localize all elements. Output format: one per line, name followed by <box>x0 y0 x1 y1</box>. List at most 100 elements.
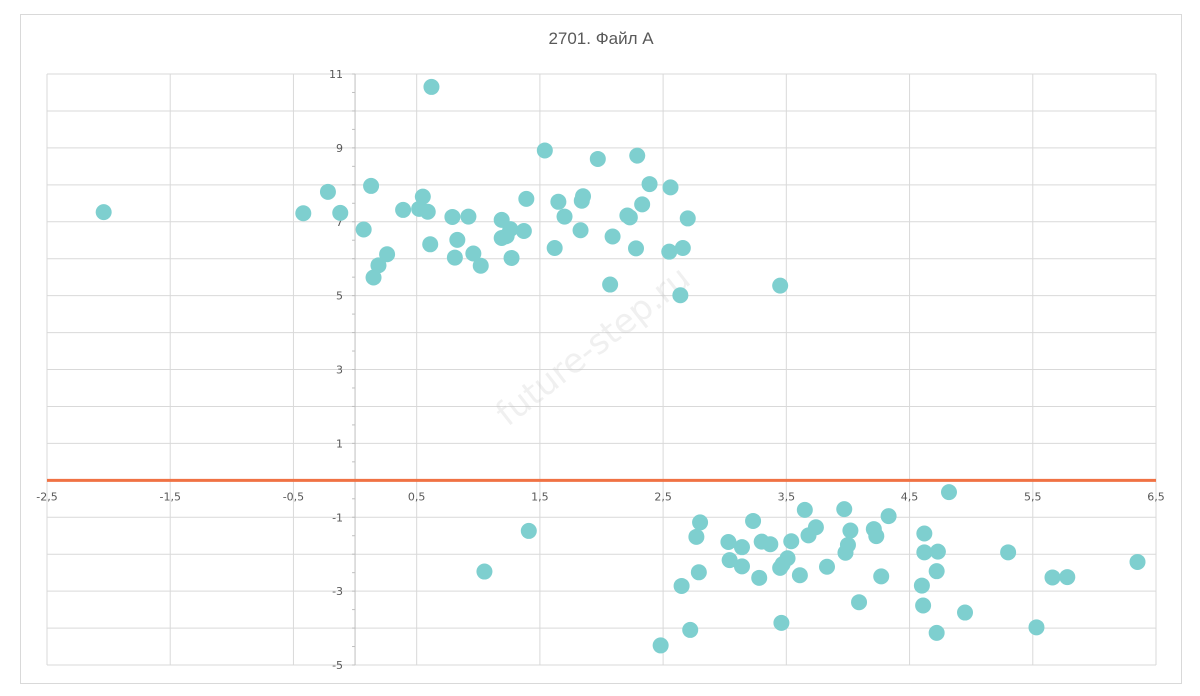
data-point <box>460 208 477 225</box>
data-point <box>679 210 696 227</box>
data-point <box>1059 569 1076 586</box>
data-point <box>836 501 853 518</box>
data-point <box>842 522 859 539</box>
data-point <box>95 204 112 221</box>
data-point <box>673 577 690 594</box>
chart-title: 2701. Файл А <box>548 29 654 48</box>
data-point <box>449 231 466 248</box>
data-point <box>800 527 817 544</box>
data-point <box>295 205 312 222</box>
data-point <box>692 514 709 531</box>
data-point <box>423 78 440 95</box>
x-tick-label: 4,5 <box>901 490 919 503</box>
x-tick-label: 2,5 <box>654 490 672 503</box>
data-point <box>363 177 380 194</box>
data-point <box>672 287 689 304</box>
data-point <box>572 222 589 239</box>
data-point <box>851 594 868 611</box>
data-point <box>762 536 779 553</box>
y-tick-label: -5 <box>332 659 343 672</box>
data-point <box>913 577 930 594</box>
data-point <box>550 193 567 210</box>
data-point <box>652 637 669 654</box>
data-point <box>634 196 651 213</box>
y-tick-label: 9 <box>336 142 343 155</box>
data-point <box>628 240 645 257</box>
data-point <box>629 147 646 164</box>
x-tick-label: 5,5 <box>1024 490 1042 503</box>
x-tick-label: 6,5 <box>1147 490 1165 503</box>
data-point <box>518 190 535 207</box>
data-point <box>751 569 768 586</box>
data-point <box>332 204 349 221</box>
data-point <box>837 544 854 561</box>
data-point <box>783 533 800 550</box>
data-point <box>536 142 553 159</box>
data-point <box>880 508 897 525</box>
data-point <box>868 528 885 545</box>
data-point <box>546 239 563 256</box>
data-point <box>472 257 489 274</box>
data-point <box>355 221 372 238</box>
data-point <box>682 621 699 638</box>
data-point <box>928 563 945 580</box>
data-point <box>928 624 945 641</box>
data-point <box>556 208 573 225</box>
data-point <box>690 564 707 581</box>
data-point <box>957 604 974 621</box>
x-tick-label: -0,5 <box>283 490 304 503</box>
data-point <box>916 525 933 542</box>
data-point <box>370 257 387 274</box>
data-point <box>916 544 933 561</box>
data-point <box>641 176 658 193</box>
data-point <box>791 567 808 584</box>
data-point <box>465 245 482 262</box>
data-point <box>520 522 537 539</box>
data-point <box>419 203 436 220</box>
data-point <box>379 246 396 263</box>
y-tick-label: 5 <box>336 290 343 303</box>
data-point <box>796 501 813 518</box>
y-tick-label: 11 <box>329 68 343 81</box>
y-tick-label: -3 <box>332 585 343 598</box>
data-point <box>476 563 493 580</box>
data-point <box>515 222 532 239</box>
y-tick-label: 1 <box>336 437 343 450</box>
data-point <box>414 188 431 205</box>
x-tick-label: -1,5 <box>159 490 180 503</box>
data-point <box>733 558 750 575</box>
data-point <box>721 552 738 569</box>
x-tick-label: 0,5 <box>408 490 426 503</box>
data-point <box>503 249 520 266</box>
data-point <box>602 276 619 293</box>
data-point <box>929 543 946 560</box>
data-point <box>772 277 789 294</box>
data-point <box>1000 544 1017 561</box>
chart-frame: 2701. Файл А <box>20 14 1182 684</box>
data-point <box>1044 569 1061 586</box>
data-point <box>444 208 461 225</box>
data-point <box>818 558 835 575</box>
data-point <box>1028 619 1045 636</box>
x-tick-label: 3,5 <box>778 490 796 503</box>
y-tick-label: 7 <box>336 216 343 229</box>
data-point <box>502 221 519 238</box>
data-point <box>575 188 592 205</box>
data-point <box>720 533 737 550</box>
y-tick-label: 3 <box>336 364 343 377</box>
data-point <box>1129 553 1146 570</box>
watermark-logo: future-step.ru <box>488 258 698 434</box>
data-point <box>446 249 463 266</box>
x-tick-label: 1,5 <box>531 490 549 503</box>
data-point <box>674 239 691 256</box>
data-point <box>604 228 621 245</box>
data-point <box>621 209 638 226</box>
y-tick-label: -1 <box>332 511 343 524</box>
data-point <box>319 183 336 200</box>
data-point <box>733 539 750 556</box>
x-tick-label: -2,5 <box>36 490 57 503</box>
data-point <box>915 597 932 614</box>
data-point <box>940 484 957 501</box>
data-point <box>873 568 890 585</box>
